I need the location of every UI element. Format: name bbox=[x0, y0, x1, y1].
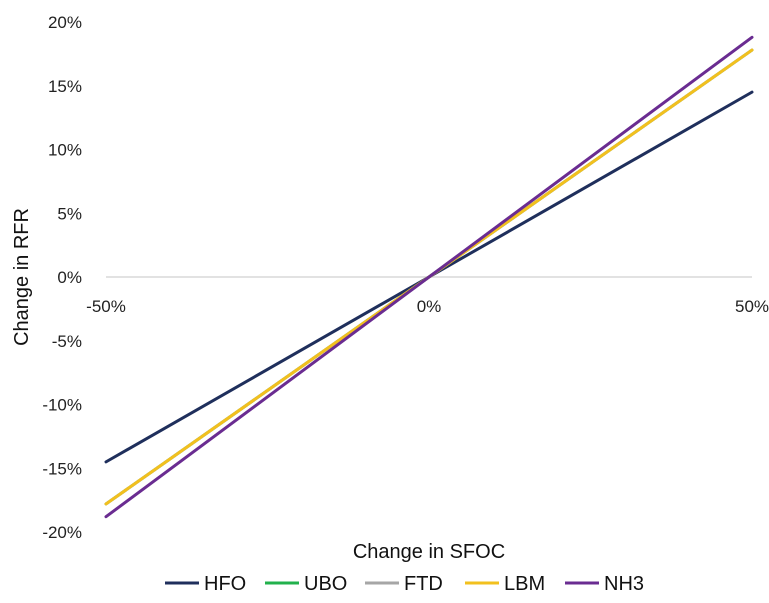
legend-label-ftd: FTD bbox=[404, 573, 443, 595]
x-tick-label: 50% bbox=[735, 297, 769, 316]
series-lines bbox=[104, 35, 754, 519]
legend-label-lbm: LBM bbox=[504, 573, 545, 595]
y-tick-label: -10% bbox=[42, 396, 82, 415]
y-tick-label: 0% bbox=[57, 268, 82, 287]
y-tick-label: -20% bbox=[42, 523, 82, 542]
y-tick-label: 15% bbox=[48, 77, 82, 96]
y-axis-tick-labels: 20% 15% 10% 5% 0% -5% -10% -15% -20% bbox=[42, 13, 82, 542]
y-tick-label: 10% bbox=[48, 141, 82, 160]
y-tick-label: -15% bbox=[42, 459, 82, 478]
x-tick-label: 0% bbox=[417, 297, 442, 316]
legend: HFO UBO FTD LBM NH3 bbox=[165, 573, 644, 595]
series-line-nh3 bbox=[104, 35, 754, 519]
y-tick-label: 5% bbox=[57, 204, 82, 223]
legend-label-hfo: HFO bbox=[204, 573, 246, 595]
x-tick-label: -50% bbox=[86, 297, 126, 316]
y-axis-title: Change in RFR bbox=[11, 208, 33, 346]
y-tick-label: -5% bbox=[52, 332, 82, 351]
x-axis-tick-labels: -50% 0% 50% bbox=[86, 297, 769, 316]
y-tick-label: 20% bbox=[48, 13, 82, 32]
legend-label-nh3: NH3 bbox=[604, 573, 644, 595]
legend-label-ubo: UBO bbox=[304, 573, 347, 595]
x-axis-title: Change in SFOC bbox=[353, 541, 505, 563]
